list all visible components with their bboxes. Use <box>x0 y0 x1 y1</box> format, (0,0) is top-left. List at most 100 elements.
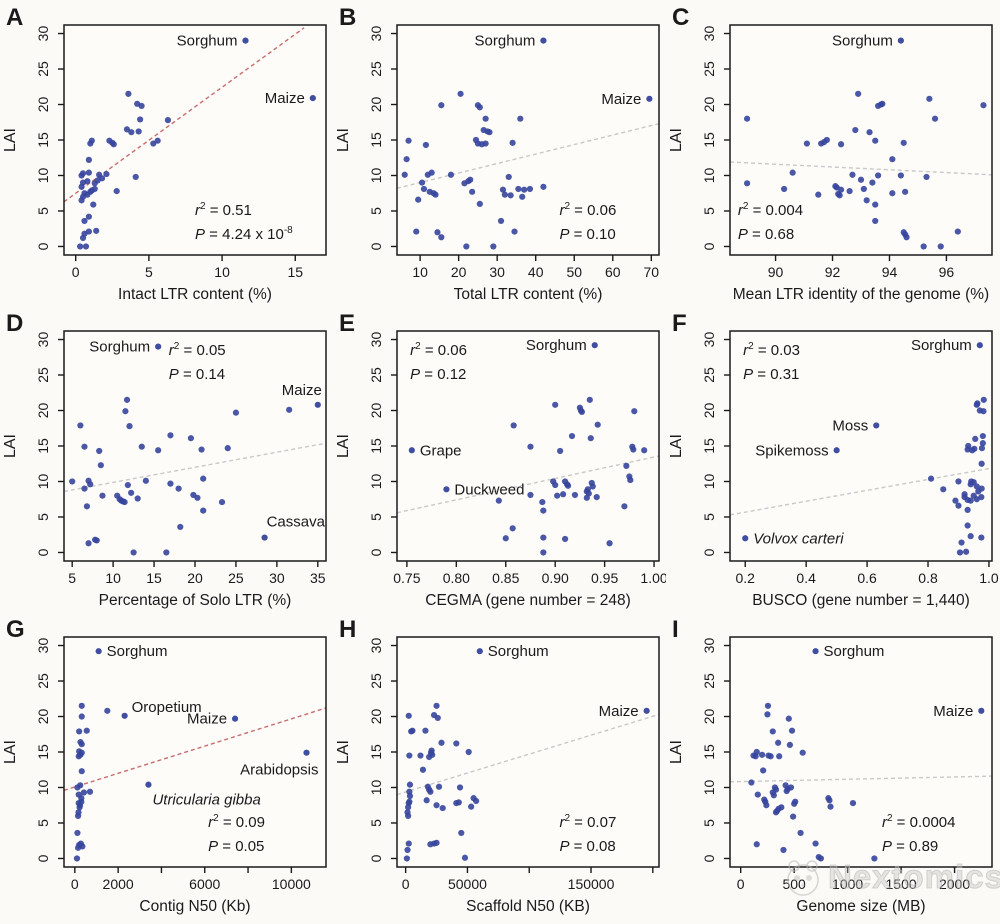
data-point-utricularia-gibba <box>145 781 152 788</box>
p-value-stat: P = 0.14 <box>169 366 225 383</box>
data-point <box>428 169 435 176</box>
data-point <box>872 137 879 144</box>
data-point <box>499 186 507 193</box>
x-tick-label: 5 <box>145 264 153 280</box>
y-tick-label: 0 <box>368 242 384 250</box>
data-point <box>606 540 613 547</box>
data-point-grape <box>408 447 415 454</box>
data-point <box>980 408 987 415</box>
r-squared-stat: r2 = 0.06 <box>410 341 467 359</box>
data-point <box>786 741 793 749</box>
x-tick-label: 6000 <box>189 876 220 892</box>
data-point <box>85 540 92 547</box>
x-tick-label: 2000 <box>939 876 970 892</box>
data-point <box>872 201 879 208</box>
x-tick-label: 0.8 <box>918 570 938 586</box>
y-tick-label: 15 <box>35 132 51 148</box>
x-axis-title: Intact LTR content (%) <box>118 286 272 303</box>
panel-letter: B <box>339 4 356 31</box>
data-point <box>775 739 782 746</box>
data-point <box>469 188 476 195</box>
y-axis-title: LAI <box>335 128 352 152</box>
y-tick-label: 25 <box>701 367 717 383</box>
data-point <box>81 443 88 450</box>
x-tick-label: 50000 <box>448 876 487 892</box>
data-point <box>863 197 870 204</box>
data-point-sorghum <box>976 342 983 349</box>
species-label: Maize <box>933 703 973 720</box>
y-tick-label: 30 <box>35 638 51 654</box>
data-point <box>497 217 505 225</box>
data-point <box>964 522 971 529</box>
y-tick-label: 20 <box>368 403 384 419</box>
x-tick-label: 20 <box>187 570 203 586</box>
data-point <box>138 102 145 110</box>
y-tick-label: 0 <box>35 854 51 862</box>
y-tick-label: 10 <box>701 779 717 795</box>
data-point <box>403 855 410 862</box>
data-point <box>79 843 86 850</box>
data-point <box>99 492 106 499</box>
data-point <box>797 829 804 837</box>
data-point <box>232 409 240 416</box>
data-point <box>130 549 137 556</box>
data-point <box>973 483 980 490</box>
data-point <box>457 90 464 97</box>
y-tick-label: 0 <box>368 548 384 556</box>
x-tick-label: 150000 <box>568 876 615 892</box>
data-point <box>103 170 110 178</box>
y-tick-label: 5 <box>701 207 717 215</box>
data-point <box>827 803 834 810</box>
y-tick-label: 25 <box>701 61 717 77</box>
data-point <box>511 228 518 235</box>
data-point <box>409 727 416 734</box>
data-point <box>439 804 446 812</box>
panel-letter: D <box>6 310 23 337</box>
data-point <box>423 797 430 804</box>
data-point <box>433 839 440 846</box>
species-label: Arabidopsis <box>240 762 318 779</box>
data-point <box>955 502 962 509</box>
data-point <box>91 185 98 193</box>
x-axis-title: Scaffold N50 (KB) <box>466 898 590 915</box>
data-point <box>961 491 968 498</box>
trend-line <box>397 455 659 514</box>
x-axis-title: Percentage of Solo LTR (%) <box>99 592 292 609</box>
panel-plot-h: 0 50000 150000 0 5 10 15 20 25 30 Scaffold N50 (KB… <box>335 616 660 915</box>
data-point-sorghum <box>812 648 819 655</box>
plot-area <box>397 637 659 867</box>
data-point <box>405 840 412 847</box>
data-point <box>472 797 480 805</box>
data-point <box>177 523 184 531</box>
data-point <box>150 140 157 147</box>
species-label: Duckweed <box>454 481 524 498</box>
data-point <box>154 137 161 144</box>
y-axis-title: LAI <box>335 434 352 458</box>
y-axis-title: LAI <box>2 128 19 152</box>
data-point <box>78 768 85 775</box>
data-point <box>422 727 429 734</box>
data-point <box>93 537 100 544</box>
p-value-stat: P = 0.10 <box>559 226 615 243</box>
x-tick-label: 5 <box>68 570 76 586</box>
y-tick-label: 5 <box>701 513 717 521</box>
y-tick-label: 30 <box>35 332 51 348</box>
data-point <box>73 855 81 862</box>
data-point <box>785 715 792 722</box>
data-point <box>852 126 859 134</box>
data-point-maize <box>978 707 985 714</box>
data-point <box>940 486 947 493</box>
data-point <box>224 445 231 452</box>
plot-frame <box>729 330 993 562</box>
y-tick-label: 30 <box>368 26 384 42</box>
y-tick-label: 25 <box>368 367 384 383</box>
data-point <box>482 115 489 122</box>
data-point <box>501 191 508 198</box>
panel-letter: G <box>6 616 25 643</box>
species-label: Sorghum <box>911 337 972 354</box>
species-label: Sorghum <box>824 643 885 660</box>
x-tick-label: 30 <box>489 264 505 280</box>
x-tick-label: 94 <box>882 264 898 280</box>
x-tick-label: 96 <box>939 264 955 280</box>
plot-area <box>730 331 992 561</box>
